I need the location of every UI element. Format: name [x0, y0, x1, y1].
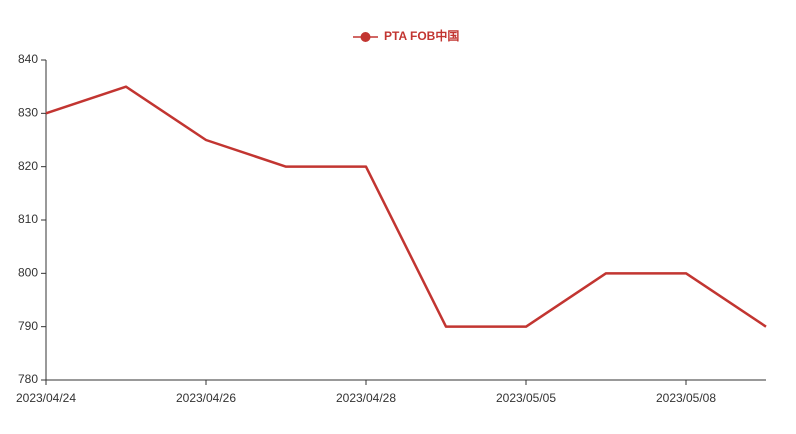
x-tick-label: 2023/04/24 — [16, 391, 76, 405]
y-tick-label: 790 — [18, 319, 38, 333]
x-tick-label: 2023/04/28 — [336, 391, 396, 405]
data-line — [45, 85, 767, 328]
x-tick-label: 2023/05/05 — [496, 391, 556, 405]
y-tick-label: 810 — [18, 212, 38, 226]
x-tick-label: 2023/05/08 — [656, 391, 716, 405]
y-tick-label: 830 — [18, 106, 38, 120]
x-tick-label: 2023/04/26 — [176, 391, 236, 405]
y-tick-label: 780 — [18, 372, 38, 386]
y-tick-label: 820 — [18, 159, 38, 173]
legend-label: PTA FOB中国 — [384, 28, 459, 43]
legend-marker — [360, 32, 371, 42]
y-tick-label: 840 — [18, 52, 38, 66]
y-tick-label: 800 — [18, 266, 38, 280]
